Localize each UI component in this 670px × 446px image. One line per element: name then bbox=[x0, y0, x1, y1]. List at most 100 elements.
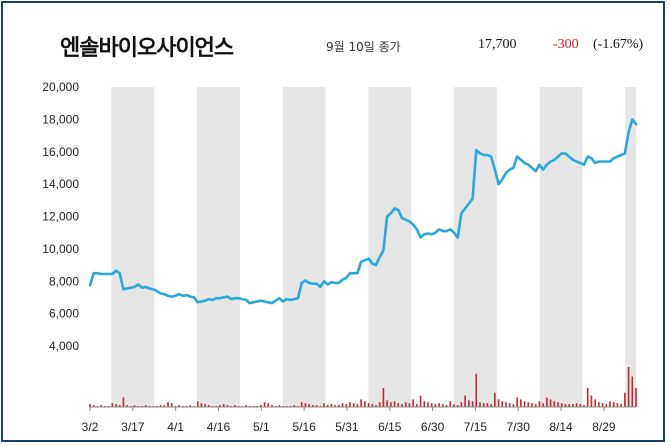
volume-bar bbox=[624, 392, 626, 407]
volume-bar bbox=[245, 405, 247, 407]
volume-bar bbox=[189, 405, 192, 407]
volume-bar bbox=[308, 404, 310, 407]
volume-bar bbox=[557, 402, 559, 407]
stock-title: 엔솔바이오사이언스 bbox=[60, 36, 234, 61]
volume-bar bbox=[100, 405, 102, 407]
volume-bar bbox=[442, 404, 444, 407]
date-band bbox=[454, 87, 497, 407]
volume-bar bbox=[397, 403, 400, 407]
x-tick-label: 4/16 bbox=[207, 420, 231, 434]
volume-bar bbox=[315, 405, 318, 407]
volume-bar bbox=[133, 405, 136, 407]
volume-bar bbox=[304, 403, 307, 407]
volume-bar bbox=[482, 403, 485, 407]
volume-bar bbox=[560, 403, 563, 407]
volume-bar bbox=[234, 405, 236, 407]
date-band bbox=[197, 87, 240, 407]
volume-bar bbox=[468, 400, 470, 407]
volume-bar bbox=[497, 399, 500, 407]
volume-bar bbox=[226, 405, 229, 407]
volume-bar bbox=[516, 397, 518, 407]
volume-bar bbox=[453, 404, 455, 407]
volume-bar bbox=[115, 404, 117, 407]
volume-bar bbox=[196, 401, 199, 407]
volume-bar bbox=[178, 405, 180, 407]
close-price: 17,700 bbox=[478, 37, 517, 52]
volume-bar bbox=[538, 401, 541, 407]
volume-bar bbox=[159, 405, 162, 407]
volume-bar bbox=[471, 401, 474, 407]
x-tick-label: 8/14 bbox=[549, 420, 573, 434]
volume-bar bbox=[338, 405, 340, 407]
date-bands bbox=[111, 87, 636, 407]
volume-bar bbox=[356, 404, 359, 407]
volume-bar bbox=[326, 405, 329, 407]
volume-bar bbox=[375, 405, 377, 407]
volume-bar bbox=[386, 400, 388, 407]
volume-bar bbox=[208, 405, 210, 407]
y-tick-label: 4,000 bbox=[49, 339, 79, 353]
volume-bar bbox=[542, 403, 544, 407]
volume-bar bbox=[549, 399, 552, 407]
volume-bar bbox=[635, 387, 637, 407]
volume-bar bbox=[330, 404, 333, 407]
volume-bar bbox=[126, 405, 128, 407]
volume-bar bbox=[390, 402, 392, 407]
volume-bar bbox=[546, 397, 548, 407]
price-line bbox=[88, 118, 638, 305]
volume-bar bbox=[144, 405, 147, 407]
date-band bbox=[282, 87, 326, 407]
volume-bar bbox=[204, 404, 206, 407]
volume-bar bbox=[293, 405, 296, 407]
volume-bar bbox=[449, 401, 452, 407]
volume-bar bbox=[520, 399, 522, 407]
date-band bbox=[539, 87, 583, 407]
y-tick-label: 20,000 bbox=[42, 80, 79, 94]
price-change: -300 bbox=[553, 37, 579, 52]
volume-bar bbox=[586, 387, 589, 407]
volume-bar bbox=[349, 402, 351, 407]
volume-bar bbox=[260, 405, 262, 407]
y-tick-label: 18,000 bbox=[42, 112, 79, 126]
volume-bar bbox=[278, 405, 281, 407]
volume-bar bbox=[222, 404, 225, 407]
x-tick-label: 6/15 bbox=[378, 420, 402, 434]
volume-bar bbox=[475, 373, 478, 407]
x-tick-label: 3/17 bbox=[121, 420, 145, 434]
volume-bar bbox=[401, 404, 403, 407]
volume-bar bbox=[371, 404, 374, 407]
volume-bar bbox=[263, 402, 266, 407]
y-tick-label: 8,000 bbox=[49, 274, 79, 288]
volume-bar bbox=[583, 405, 585, 407]
volume-bar bbox=[464, 395, 466, 407]
volume-bar bbox=[501, 401, 504, 407]
volume-bar bbox=[378, 402, 381, 407]
volume-bar bbox=[508, 403, 511, 407]
volume-bar bbox=[438, 403, 440, 407]
x-tick-label: 5/31 bbox=[335, 420, 359, 434]
volume-bar bbox=[341, 403, 344, 407]
volume-bar bbox=[523, 401, 526, 407]
date-band bbox=[111, 87, 155, 407]
volume-bar bbox=[393, 401, 396, 407]
volume-bar bbox=[534, 404, 537, 407]
volume-bar bbox=[631, 376, 634, 407]
volume-bar bbox=[111, 403, 114, 407]
volume-bar bbox=[605, 404, 608, 407]
volume-bar bbox=[427, 402, 429, 407]
x-tick-label: 7/30 bbox=[507, 420, 531, 434]
volume-bar bbox=[505, 402, 507, 407]
volume-bar bbox=[594, 399, 596, 407]
volume-bar bbox=[345, 404, 348, 407]
price-change-percent: (-1.67%) bbox=[593, 37, 644, 52]
date-band bbox=[625, 87, 636, 407]
volume-bar bbox=[575, 403, 578, 407]
volume-bar bbox=[456, 405, 459, 407]
volume-bar bbox=[612, 402, 615, 407]
volume-bar bbox=[163, 405, 166, 407]
volume-bar bbox=[590, 395, 593, 407]
volume-bar bbox=[572, 404, 574, 407]
volume-bar bbox=[364, 401, 366, 407]
price-line-group bbox=[88, 118, 638, 305]
